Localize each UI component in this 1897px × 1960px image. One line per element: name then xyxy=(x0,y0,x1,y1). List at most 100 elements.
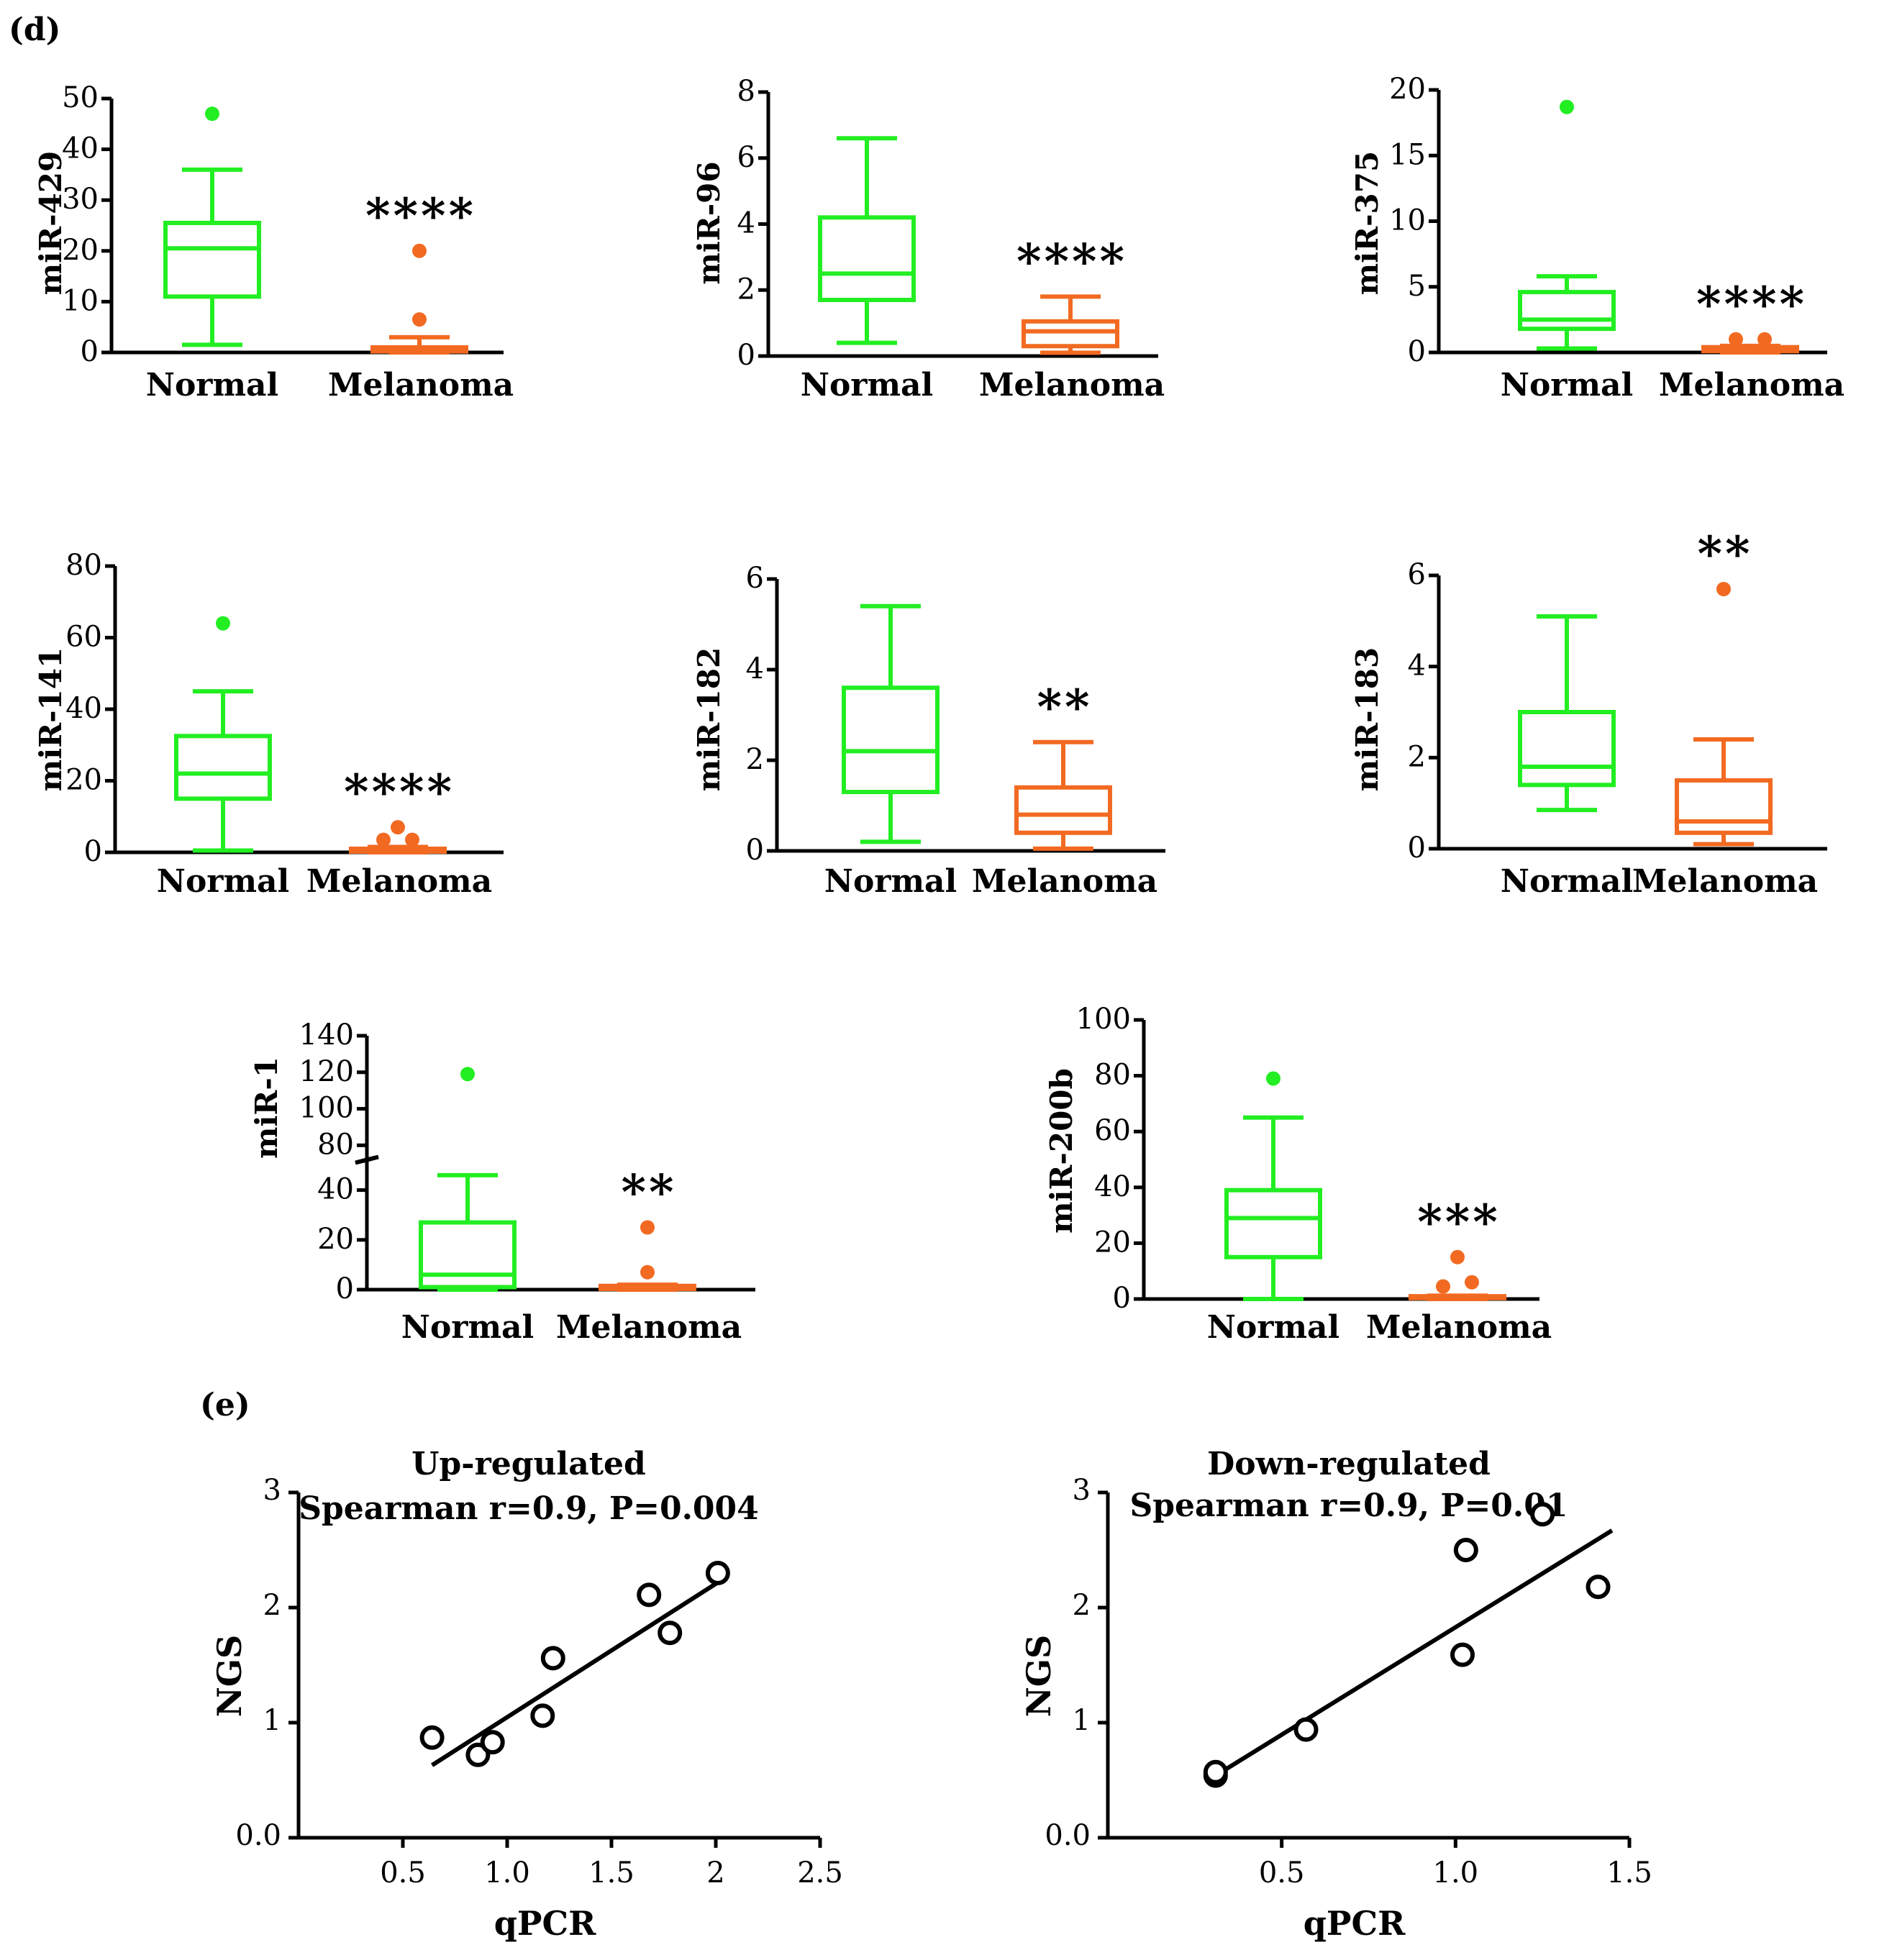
y-tick-label: 80 xyxy=(65,549,102,582)
box-iqr xyxy=(1022,319,1119,349)
panel-label-e: (e) xyxy=(200,1387,250,1423)
y-tick-label: 3 xyxy=(1073,1474,1091,1507)
x-tick-label: 0.5 xyxy=(1259,1856,1305,1890)
box-melanoma xyxy=(599,1220,696,1292)
x-category-label: Melanoma xyxy=(328,367,514,404)
y-tick-label: 0 xyxy=(1113,1282,1131,1315)
x-category-label: Normal xyxy=(1207,1309,1340,1346)
x-category-label: Normal xyxy=(1501,367,1634,404)
box-melanoma xyxy=(1022,294,1119,355)
box-normal xyxy=(818,136,916,345)
y-tick-label: 0 xyxy=(746,834,764,867)
y-tick-label: 0 xyxy=(81,335,99,368)
chart-title: Up-regulated xyxy=(411,1446,646,1482)
box-iqr xyxy=(163,220,261,299)
y-tick-label: 0.0 xyxy=(235,1819,281,1852)
scatter-upreg: 0.0 1 2 3 0.5 1.0 1.5 2 2.5 Up-regulated Spearman … xyxy=(210,1446,843,1943)
data-point xyxy=(637,1582,662,1608)
box-iqr xyxy=(174,734,272,801)
x-category-label: Melanoma xyxy=(979,367,1165,404)
box-iqr xyxy=(842,685,940,795)
scatter-downreg: 0.0 1 2 3 0.5 1.0 1.5 Down-regulated Spearman r=… xyxy=(1019,1446,1652,1943)
x-category-label: Melanoma xyxy=(1659,367,1844,404)
y-tick-label: 6 xyxy=(1408,558,1426,591)
y-axis-label: miR-375 xyxy=(1350,151,1385,295)
regression-line xyxy=(430,1579,722,1767)
x-category-label: Normal xyxy=(146,367,279,404)
box-iqr xyxy=(1518,290,1616,332)
y-tick-label: 80 xyxy=(317,1128,354,1161)
boxplot-mir375: 0 5 10 15 20 miR-375 Normal Melanoma **** xyxy=(1350,73,1844,404)
y-tick-label: 80 xyxy=(1094,1059,1131,1092)
y-tick-label: 50 xyxy=(62,81,99,114)
y-tick-label: 6 xyxy=(737,141,755,174)
x-category-label: Normal xyxy=(157,863,290,900)
y-tick-label: 10 xyxy=(62,284,99,317)
y-tick-label: 40 xyxy=(317,1173,354,1206)
y-tick-label: 120 xyxy=(299,1055,354,1088)
y-tick-label: 6 xyxy=(746,562,764,595)
y-tick-label: 1 xyxy=(1073,1704,1091,1737)
outlier-point xyxy=(1560,99,1574,114)
significance-label: **** xyxy=(344,764,455,820)
y-axis-label: miR-429 xyxy=(33,151,68,295)
chart-subtitle: Spearman r=0.9, P=0.004 xyxy=(299,1490,759,1527)
outlier-point xyxy=(460,1067,475,1082)
y-tick-label: 2 xyxy=(746,743,764,776)
y-tick-label: 0 xyxy=(336,1272,354,1305)
box-iqr xyxy=(1518,710,1616,788)
y-tick-label: 4 xyxy=(1408,649,1426,683)
outlier-point xyxy=(1266,1071,1280,1086)
regression-line xyxy=(1214,1528,1614,1778)
y-tick-label: 15 xyxy=(1389,138,1426,171)
data-point xyxy=(480,1730,505,1755)
outlier-point xyxy=(376,832,391,847)
y-tick-label: 1 xyxy=(263,1704,281,1737)
data-point xyxy=(419,1725,445,1750)
x-category-label: Melanoma xyxy=(1632,863,1818,900)
outlier-point xyxy=(640,1264,655,1280)
y-tick-label: 20 xyxy=(65,764,102,797)
y-tick-label: 2 xyxy=(263,1589,281,1622)
y-tick-label: 0 xyxy=(84,835,102,868)
data-point xyxy=(530,1703,555,1728)
y-tick-label: 10 xyxy=(1389,204,1426,237)
outlier-point xyxy=(1729,332,1743,347)
data-point xyxy=(1293,1717,1319,1742)
x-tick-label: 1.0 xyxy=(1433,1856,1479,1890)
x-tick-label: 2 xyxy=(706,1856,724,1890)
box-normal xyxy=(1224,1071,1322,1301)
x-axis-label: qPCR xyxy=(494,1904,596,1943)
x-category-label: Melanoma xyxy=(972,863,1157,900)
outlier-point xyxy=(412,243,427,258)
box-melanoma xyxy=(1014,739,1112,851)
outlier-point xyxy=(1757,332,1772,347)
outlier-point xyxy=(1716,582,1731,596)
y-tick-label: 8 xyxy=(737,75,755,108)
box-melanoma xyxy=(1701,332,1799,355)
x-category-label: Normal xyxy=(1501,863,1634,900)
y-tick-label: 0 xyxy=(1408,335,1426,368)
y-tick-label: 0.0 xyxy=(1045,1819,1091,1852)
chart-title: Down-regulated xyxy=(1207,1446,1491,1482)
data-point xyxy=(1453,1538,1478,1562)
x-tick-label: 1.5 xyxy=(588,1856,634,1890)
significance-label: ** xyxy=(1697,526,1752,582)
data-point xyxy=(1530,1502,1555,1527)
significance-label: ** xyxy=(1037,679,1092,735)
x-tick-label: 1.0 xyxy=(484,1856,530,1890)
outlier-point xyxy=(1436,1279,1450,1294)
x-category-label: Melanoma xyxy=(1366,1309,1552,1346)
box-iqr xyxy=(419,1220,517,1290)
y-tick-label: 20 xyxy=(62,234,99,267)
x-category-label: Melanoma xyxy=(306,863,492,900)
significance-label: ** xyxy=(621,1164,676,1221)
axis-break-mark xyxy=(355,1155,379,1165)
box-iqr xyxy=(1014,785,1112,835)
y-tick-label: 20 xyxy=(1094,1226,1131,1259)
y-tick-label: 3 xyxy=(263,1474,281,1507)
outlier-point xyxy=(412,312,427,327)
boxplot-mir96: 0 2 4 6 8 miR-96 Normal Melanoma **** xyxy=(691,75,1165,404)
